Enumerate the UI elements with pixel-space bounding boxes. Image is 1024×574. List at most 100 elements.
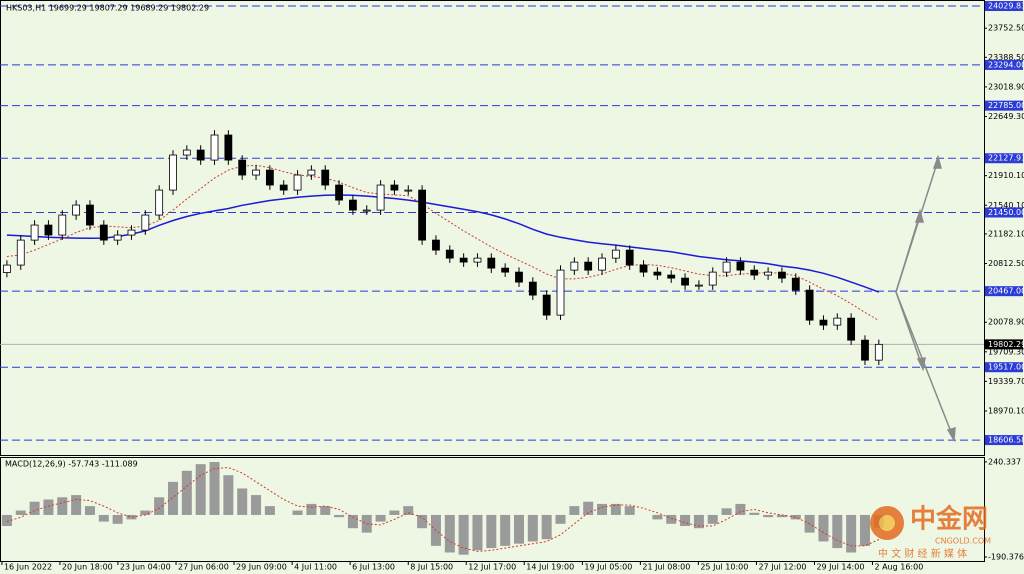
- candle-body: [362, 209, 371, 212]
- candle-body: [210, 134, 219, 161]
- candle-body: [238, 159, 247, 176]
- macd-bar: [126, 514, 137, 520]
- candle-body: [681, 277, 689, 286]
- macd-bar: [486, 514, 497, 549]
- macd-bar: [334, 514, 345, 518]
- x-tick-label: 25 Jul 10:00: [700, 563, 748, 572]
- candle-body: [252, 169, 260, 176]
- level-label-box: [985, 362, 1023, 373]
- candle-body: [708, 271, 717, 286]
- candle-body: [432, 239, 440, 251]
- candle-body: [141, 214, 150, 231]
- level-label: 18606.58: [988, 436, 1024, 445]
- level-label-box: [985, 59, 1023, 70]
- x-tick-label: 6 Jul 13:00: [352, 563, 395, 572]
- candle-body: [570, 261, 579, 271]
- macd-bar: [610, 503, 621, 515]
- x-tick-label: 16 Jun 2022: [4, 563, 52, 572]
- y-tick-label: 19339.70: [988, 377, 1024, 386]
- current-price-box: [985, 339, 1023, 350]
- candle-body: [99, 224, 108, 241]
- candle-body: [833, 317, 842, 326]
- x-tick-label: 14 Jul 19:00: [526, 563, 574, 572]
- y-tick-label: 22649.30: [988, 112, 1024, 121]
- macd-bar: [790, 514, 801, 520]
- candle-body: [847, 317, 856, 341]
- y-tick-label: 20078.90: [988, 318, 1024, 327]
- candle-body: [169, 154, 177, 191]
- candle-body: [16, 239, 25, 266]
- macd-title: MACD(12,26,9) -57.743 -111.089: [5, 460, 138, 469]
- macd-bar: [541, 514, 552, 540]
- macd-bar: [721, 508, 732, 515]
- macd-bar: [43, 499, 54, 515]
- macd-bar: [624, 506, 635, 515]
- macd-bar: [57, 497, 68, 515]
- candle-body: [515, 271, 523, 283]
- macd-bar: [306, 503, 317, 515]
- chart-title: HKS03,H1 19699.29 19807.29 19689.29 1980…: [6, 4, 209, 13]
- candle-body: [487, 257, 496, 269]
- y-tick-label: 19709.30: [988, 347, 1024, 356]
- candle-body: [556, 269, 565, 316]
- watermark-tagline: 中 文 财 经 新 媒 体: [878, 547, 967, 560]
- y-tick-label: 21910.10: [988, 171, 1024, 180]
- candle-body: [113, 234, 122, 241]
- macd-bar: [597, 503, 608, 515]
- y-tick-label: 20812.50: [988, 259, 1024, 268]
- candle-body: [598, 257, 606, 271]
- candle-body: [265, 169, 274, 186]
- level-label: 19517.00: [988, 363, 1024, 372]
- candle-body: [473, 257, 482, 263]
- projection-arrows: [895, 154, 956, 443]
- candle-body: [86, 204, 94, 226]
- macd-bar: [361, 514, 372, 533]
- candle-body: [321, 169, 330, 186]
- y-tick-label: 23018.90: [988, 82, 1024, 91]
- candle-body: [404, 189, 413, 192]
- macd-bar: [652, 514, 663, 520]
- macd-bar: [251, 495, 262, 515]
- macd-bar: [818, 514, 829, 542]
- macd-bar: [264, 506, 275, 515]
- x-tick-label: 8 Jul 15:00: [410, 563, 453, 572]
- macd-signal: [6, 466, 880, 552]
- candle-body: [819, 319, 828, 326]
- level-label: 22785.00: [988, 101, 1024, 110]
- watermark: 中金网 CNGOLD.COM 中 文 财 经 新 媒 体: [870, 504, 991, 560]
- candle-body: [307, 169, 316, 176]
- x-tick-label: 12 Jul 17:00: [468, 563, 516, 572]
- x-tick-label: 29 Jun 09:00: [236, 563, 287, 572]
- level-label-box: [985, 153, 1023, 164]
- x-tick-label: 20 Jun 18:00: [62, 563, 113, 572]
- moving-average: [6, 194, 880, 293]
- candle-body: [501, 267, 510, 273]
- candle-body: [44, 224, 53, 236]
- candle-body: [791, 277, 800, 291]
- candle-body: [445, 249, 454, 259]
- candle-body: [376, 184, 385, 211]
- candle-body: [3, 264, 11, 273]
- arrow-head: [914, 208, 924, 223]
- price-panel-frame: [0, 0, 985, 456]
- arrow: [895, 291, 954, 438]
- macd-bar: [15, 510, 26, 515]
- watermark-site: CNGOLD.COM: [935, 537, 991, 546]
- candle-body: [611, 249, 620, 259]
- macd-bar: [195, 464, 206, 515]
- y-tick-label: 21182.10: [988, 229, 1024, 238]
- candle-body: [778, 271, 786, 279]
- macd-bar: [167, 481, 178, 515]
- candle-body: [293, 174, 302, 191]
- macd-bar: [403, 506, 414, 515]
- macd-bar: [98, 514, 109, 522]
- macd-bar: [583, 501, 594, 515]
- macd-bar: [181, 470, 192, 515]
- macd-bar: [527, 514, 538, 542]
- macd-bar: [832, 514, 843, 549]
- level-label: 23294.00: [988, 60, 1024, 69]
- candle-body: [127, 229, 136, 236]
- macd-bar: [749, 512, 760, 515]
